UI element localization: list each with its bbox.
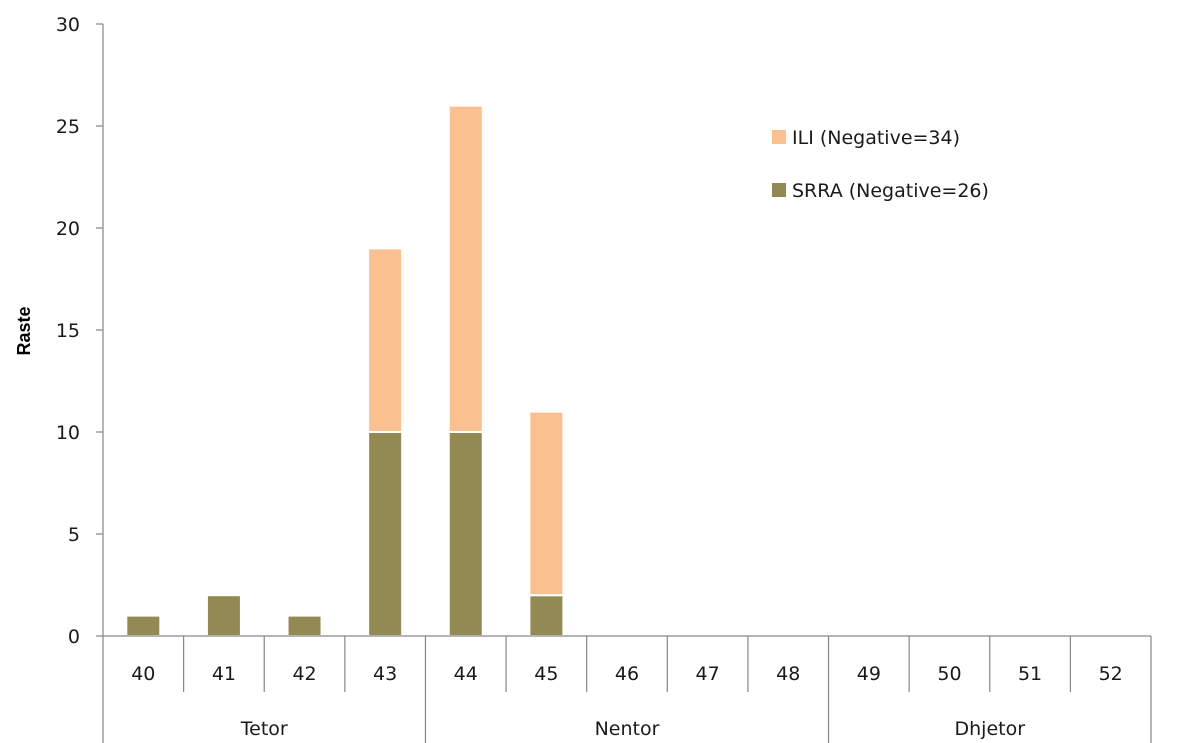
bar-srra-42 xyxy=(286,614,323,637)
legend-swatch xyxy=(772,130,786,144)
x-group-label: Tetor xyxy=(240,718,288,740)
x-tick-label: 41 xyxy=(212,663,236,685)
y-axis: 0 5 10 15 20 25 30 xyxy=(56,14,104,648)
bar-srra-43 xyxy=(367,431,404,637)
y-tick-label: 5 xyxy=(68,524,80,546)
bars xyxy=(125,104,565,638)
x-group-label: Dhjetor xyxy=(955,718,1026,740)
y-tick-label: 20 xyxy=(56,218,80,240)
bar-srra-45 xyxy=(528,594,565,638)
x-tick-label: 47 xyxy=(696,663,720,685)
legend-label: ILI (Negative=34) xyxy=(792,127,960,149)
x-tick-label: 48 xyxy=(776,663,800,685)
x-tick-label: 50 xyxy=(937,663,961,685)
y-tick-label: 30 xyxy=(56,14,80,36)
x-tick-label: 42 xyxy=(292,663,316,685)
x-axis: 40 41 42 43 44 45 46 47 48 49 50 51 52 Tetor Nentor Dhj… xyxy=(102,635,1152,743)
bar-ili-45 xyxy=(528,410,565,597)
bar-srra-41 xyxy=(205,594,242,638)
y-tick-label: 10 xyxy=(56,422,80,444)
x-tick-label: 40 xyxy=(131,663,155,685)
legend: ILI (Negative=34) SRRA (Negative=26) xyxy=(772,127,989,202)
x-tick-label: 45 xyxy=(534,663,558,685)
x-tick-label: 46 xyxy=(615,663,639,685)
bar-srra-44 xyxy=(447,431,484,637)
bar-ili-43 xyxy=(367,247,404,433)
x-tick-label: 49 xyxy=(857,663,881,685)
x-tick-label: 51 xyxy=(1018,663,1042,685)
x-group-label: Nentor xyxy=(595,718,660,740)
bar-srra-40 xyxy=(125,614,162,637)
y-axis-title: Raste xyxy=(14,306,34,355)
x-tick-label: 43 xyxy=(373,663,397,685)
x-tick-label: 52 xyxy=(1099,663,1123,685)
y-tick-label: 15 xyxy=(56,320,80,342)
x-tick-label: 44 xyxy=(454,663,478,685)
legend-swatch xyxy=(772,183,786,197)
bar-ili-44 xyxy=(447,104,484,433)
y-tick-label: 25 xyxy=(56,116,80,138)
y-tick-label: 0 xyxy=(68,626,80,648)
legend-label: SRRA (Negative=26) xyxy=(792,180,989,202)
